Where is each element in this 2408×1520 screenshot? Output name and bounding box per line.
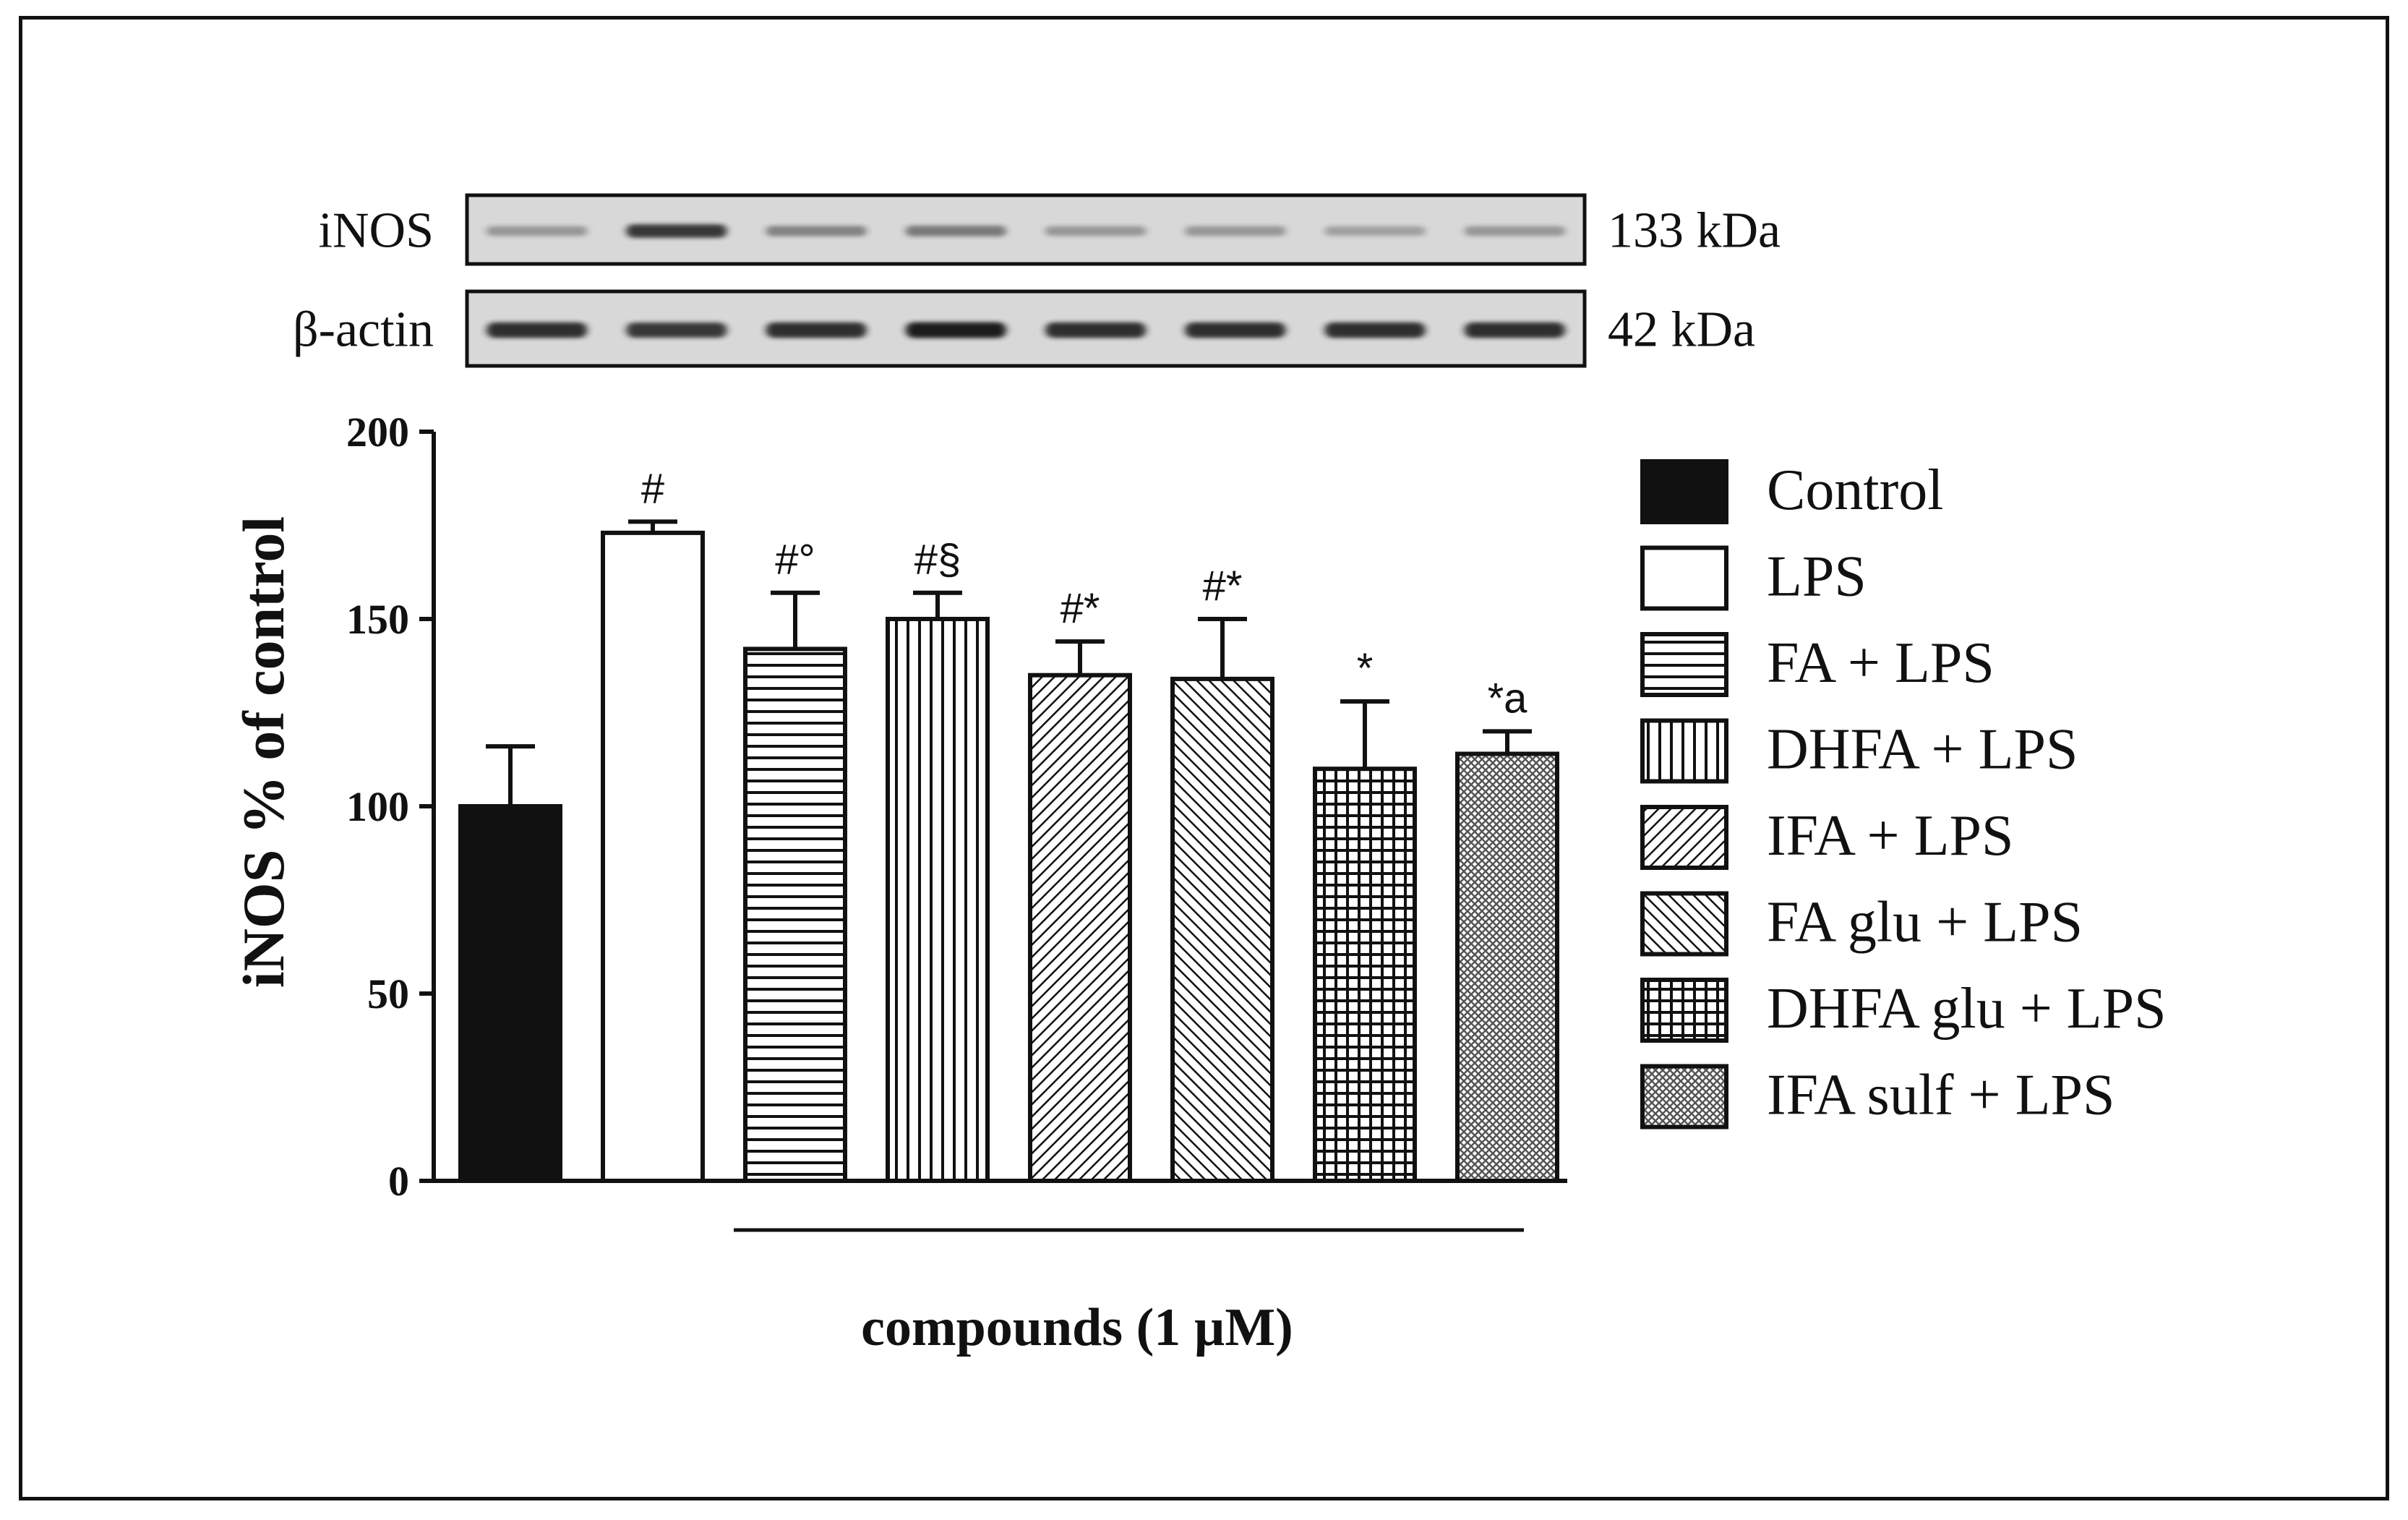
blot-band — [1324, 226, 1426, 236]
blot-band — [626, 322, 727, 338]
blot-size-label: 42 kDa — [1608, 302, 1755, 358]
blot-band — [905, 322, 1006, 338]
legend-swatch — [1640, 978, 1728, 1043]
blot-band — [1185, 322, 1286, 338]
legend-label: DHFA glu + LPS — [1767, 977, 2167, 1041]
legend-swatch — [1640, 459, 1728, 524]
y-tick-label: 200 — [346, 409, 409, 456]
bar-1 — [458, 804, 562, 1183]
y-axis-label: iNOS % of control — [231, 516, 296, 988]
legend: Control LPS FA + LPS DHFA + LPS IFA + LPS FA … — [1640, 458, 2167, 1130]
y-tick-label: 50 — [367, 970, 409, 1017]
blot-band — [1045, 322, 1147, 338]
blot-band — [1045, 226, 1147, 236]
blot-size-label: 133 kDa — [1608, 203, 1781, 259]
legend-label: IFA sulf + LPS — [1767, 1064, 2115, 1127]
y-tick-label: 150 — [346, 596, 409, 643]
blot-band — [487, 322, 588, 338]
legend-swatch — [1640, 891, 1728, 957]
blot-band — [766, 322, 867, 338]
bar-7 — [1313, 767, 1417, 1183]
blot-protein-label: iNOS — [319, 203, 434, 259]
blot-band — [626, 224, 727, 238]
blot-band — [1464, 226, 1565, 236]
significance-label: #* — [1203, 563, 1243, 610]
legend-label: FA glu + LPS — [1767, 891, 2083, 955]
significance-label: #° — [775, 537, 815, 584]
western-blot-panel: iNOS 133 kDa β-actin 42 kDa — [293, 193, 1781, 368]
legend-swatch — [1640, 1064, 1728, 1130]
bar-2 — [601, 530, 705, 1183]
legend-swatch — [1640, 718, 1728, 784]
blot-band — [905, 226, 1006, 236]
figure-frame — [19, 16, 2389, 1500]
legend-label: LPS — [1767, 545, 1867, 609]
legend-label: IFA + LPS — [1767, 804, 2014, 868]
bar-6 — [1170, 676, 1274, 1183]
x-axis-label: compounds (1 µM) — [861, 1298, 1293, 1357]
blot-band — [766, 226, 867, 236]
significance-label: *a — [1488, 675, 1528, 722]
legend-swatch — [1640, 805, 1728, 870]
legend-label: DHFA + LPS — [1767, 718, 2078, 782]
blot-band — [487, 226, 588, 236]
bar-8 — [1455, 751, 1559, 1183]
significance-label: * — [1357, 645, 1374, 692]
bar-3 — [743, 646, 847, 1183]
legend-label: FA + LPS — [1767, 631, 1994, 695]
significance-label: # — [641, 465, 664, 512]
blot-band — [1185, 226, 1286, 236]
legend-swatch — [1640, 632, 1728, 697]
bar-series: # #° #§ #* #* * *a — [458, 465, 1559, 1183]
significance-label: #§ — [914, 537, 961, 584]
blot-band — [1464, 322, 1565, 338]
bar-chart: 0 50 100 150 200 # #° #§ #* #* * *a iNOS % of cont… — [231, 409, 1567, 1357]
blot-band — [1324, 322, 1426, 338]
blot-protein-label: β-actin — [293, 302, 434, 358]
bar-4 — [886, 617, 990, 1183]
legend-label: Control — [1767, 458, 1943, 522]
legend-swatch — [1640, 545, 1728, 611]
y-tick-label: 0 — [388, 1158, 409, 1205]
y-tick-label: 100 — [346, 783, 409, 830]
bar-5 — [1028, 673, 1132, 1183]
significance-label: #* — [1061, 585, 1100, 632]
